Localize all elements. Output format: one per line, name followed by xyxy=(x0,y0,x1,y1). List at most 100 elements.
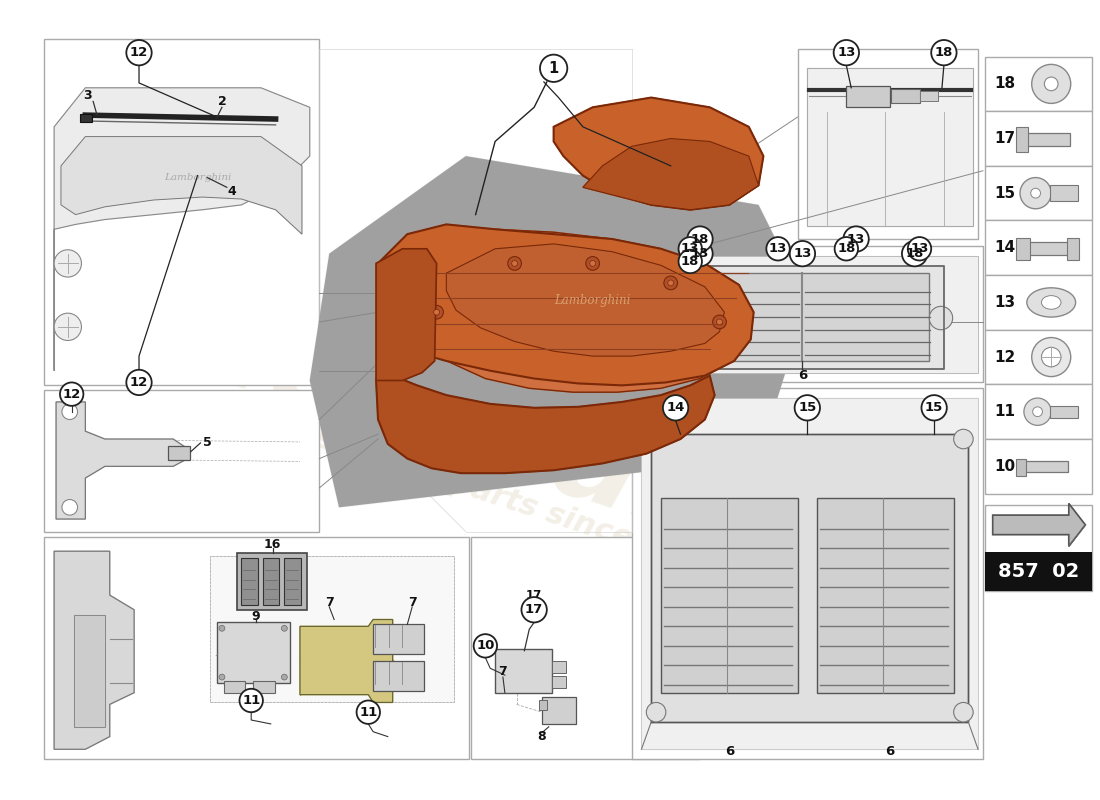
Text: 17: 17 xyxy=(526,589,542,602)
Text: 11: 11 xyxy=(994,404,1015,419)
Bar xyxy=(44,537,469,759)
Bar xyxy=(984,166,1092,221)
Circle shape xyxy=(282,674,287,680)
Text: 1: 1 xyxy=(549,61,559,76)
Polygon shape xyxy=(54,551,134,750)
Circle shape xyxy=(521,597,547,622)
Bar xyxy=(1016,458,1026,476)
Circle shape xyxy=(922,395,947,421)
Bar xyxy=(661,498,798,693)
Bar xyxy=(631,388,983,759)
Polygon shape xyxy=(378,224,754,386)
Text: 857  02: 857 02 xyxy=(998,562,1079,582)
Text: 14: 14 xyxy=(994,240,1015,255)
Bar xyxy=(1067,238,1078,259)
Bar xyxy=(241,558,258,605)
Circle shape xyxy=(240,689,263,712)
Bar xyxy=(846,86,890,107)
Circle shape xyxy=(356,701,380,724)
Bar xyxy=(285,558,301,605)
Polygon shape xyxy=(1069,525,1086,546)
Bar xyxy=(210,556,454,702)
Polygon shape xyxy=(376,249,437,381)
Text: 9: 9 xyxy=(252,610,261,623)
Polygon shape xyxy=(378,224,754,386)
Circle shape xyxy=(668,280,673,286)
Bar xyxy=(373,662,424,690)
Bar xyxy=(984,330,1092,384)
Polygon shape xyxy=(641,398,978,750)
Bar xyxy=(217,622,290,683)
Text: 6: 6 xyxy=(798,369,807,382)
Circle shape xyxy=(794,395,820,421)
Polygon shape xyxy=(60,137,301,234)
Polygon shape xyxy=(447,244,725,356)
Bar xyxy=(77,630,101,712)
Circle shape xyxy=(647,430,666,449)
Circle shape xyxy=(282,626,287,631)
Polygon shape xyxy=(807,68,974,226)
Circle shape xyxy=(1044,77,1058,90)
Bar xyxy=(1021,462,1068,472)
Polygon shape xyxy=(397,226,749,392)
Circle shape xyxy=(844,226,869,252)
Text: 18: 18 xyxy=(691,233,710,246)
Text: 12: 12 xyxy=(63,388,80,401)
Bar xyxy=(891,89,921,103)
Circle shape xyxy=(512,261,517,266)
Circle shape xyxy=(713,315,726,329)
Polygon shape xyxy=(300,619,393,702)
Circle shape xyxy=(126,40,152,66)
Polygon shape xyxy=(583,138,759,210)
Text: 15: 15 xyxy=(994,186,1015,201)
Text: 13: 13 xyxy=(691,247,710,260)
Polygon shape xyxy=(641,256,978,373)
Circle shape xyxy=(908,237,932,261)
Text: 16: 16 xyxy=(264,538,282,551)
Bar xyxy=(984,506,1092,591)
Text: 12: 12 xyxy=(130,46,148,59)
Bar xyxy=(168,446,189,461)
Circle shape xyxy=(54,313,81,341)
Polygon shape xyxy=(992,503,1086,546)
Polygon shape xyxy=(992,503,1086,546)
Polygon shape xyxy=(376,249,437,381)
Polygon shape xyxy=(56,402,188,519)
Text: 6: 6 xyxy=(886,745,895,758)
Circle shape xyxy=(1032,338,1070,377)
Circle shape xyxy=(790,241,815,266)
Text: 13: 13 xyxy=(793,247,812,260)
Bar xyxy=(224,681,245,693)
Polygon shape xyxy=(583,138,759,210)
Bar xyxy=(44,39,319,386)
Bar xyxy=(984,221,1092,275)
Bar xyxy=(984,275,1092,330)
Circle shape xyxy=(126,370,152,395)
Bar xyxy=(495,649,552,693)
Polygon shape xyxy=(300,619,393,702)
Bar xyxy=(552,676,567,688)
Circle shape xyxy=(433,310,440,315)
Text: 12: 12 xyxy=(130,376,148,389)
Circle shape xyxy=(62,499,77,515)
Polygon shape xyxy=(310,156,807,507)
Bar xyxy=(984,57,1092,111)
Circle shape xyxy=(664,276,678,290)
Circle shape xyxy=(219,674,224,680)
Text: 18: 18 xyxy=(837,242,856,255)
Circle shape xyxy=(508,257,521,270)
Text: 10: 10 xyxy=(994,459,1015,474)
Bar xyxy=(631,246,983,382)
Circle shape xyxy=(540,54,568,82)
Polygon shape xyxy=(447,244,725,356)
Circle shape xyxy=(834,40,859,66)
Circle shape xyxy=(679,250,702,273)
Text: a passion for parts since 1985: a passion for parts since 1985 xyxy=(224,396,727,584)
Bar xyxy=(671,273,930,361)
Polygon shape xyxy=(56,402,188,519)
Circle shape xyxy=(1031,188,1041,198)
Polygon shape xyxy=(74,614,104,727)
Polygon shape xyxy=(310,156,807,507)
Bar xyxy=(542,697,576,724)
Polygon shape xyxy=(376,361,715,473)
